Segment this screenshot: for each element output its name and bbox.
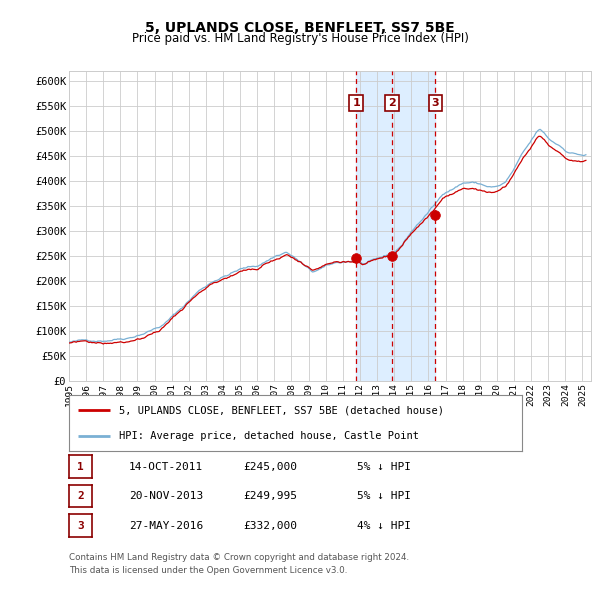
Text: 5% ↓ HPI: 5% ↓ HPI [357,462,411,471]
Text: HPI: Average price, detached house, Castle Point: HPI: Average price, detached house, Cast… [119,431,419,441]
Text: 14-OCT-2011: 14-OCT-2011 [129,462,203,471]
Text: £245,000: £245,000 [243,462,297,471]
Text: 2: 2 [77,491,84,501]
Text: 1: 1 [77,462,84,471]
Text: 4% ↓ HPI: 4% ↓ HPI [357,521,411,530]
Text: Price paid vs. HM Land Registry's House Price Index (HPI): Price paid vs. HM Land Registry's House … [131,32,469,45]
Text: 3: 3 [431,99,439,109]
Text: £249,995: £249,995 [243,491,297,501]
Text: 1: 1 [352,99,360,109]
Text: 27-MAY-2016: 27-MAY-2016 [129,521,203,530]
Text: £332,000: £332,000 [243,521,297,530]
Text: Contains HM Land Registry data © Crown copyright and database right 2024.: Contains HM Land Registry data © Crown c… [69,553,409,562]
Text: 20-NOV-2013: 20-NOV-2013 [129,491,203,501]
Text: 5, UPLANDS CLOSE, BENFLEET, SS7 5BE: 5, UPLANDS CLOSE, BENFLEET, SS7 5BE [145,21,455,35]
Text: 2: 2 [388,99,396,109]
Bar [356,71,436,381]
Text: 5% ↓ HPI: 5% ↓ HPI [357,491,411,501]
Text: 5, UPLANDS CLOSE, BENFLEET, SS7 5BE (detached house): 5, UPLANDS CLOSE, BENFLEET, SS7 5BE (det… [119,405,444,415]
Text: 3: 3 [77,521,84,530]
Text: This data is licensed under the Open Government Licence v3.0.: This data is licensed under the Open Gov… [69,566,347,575]
